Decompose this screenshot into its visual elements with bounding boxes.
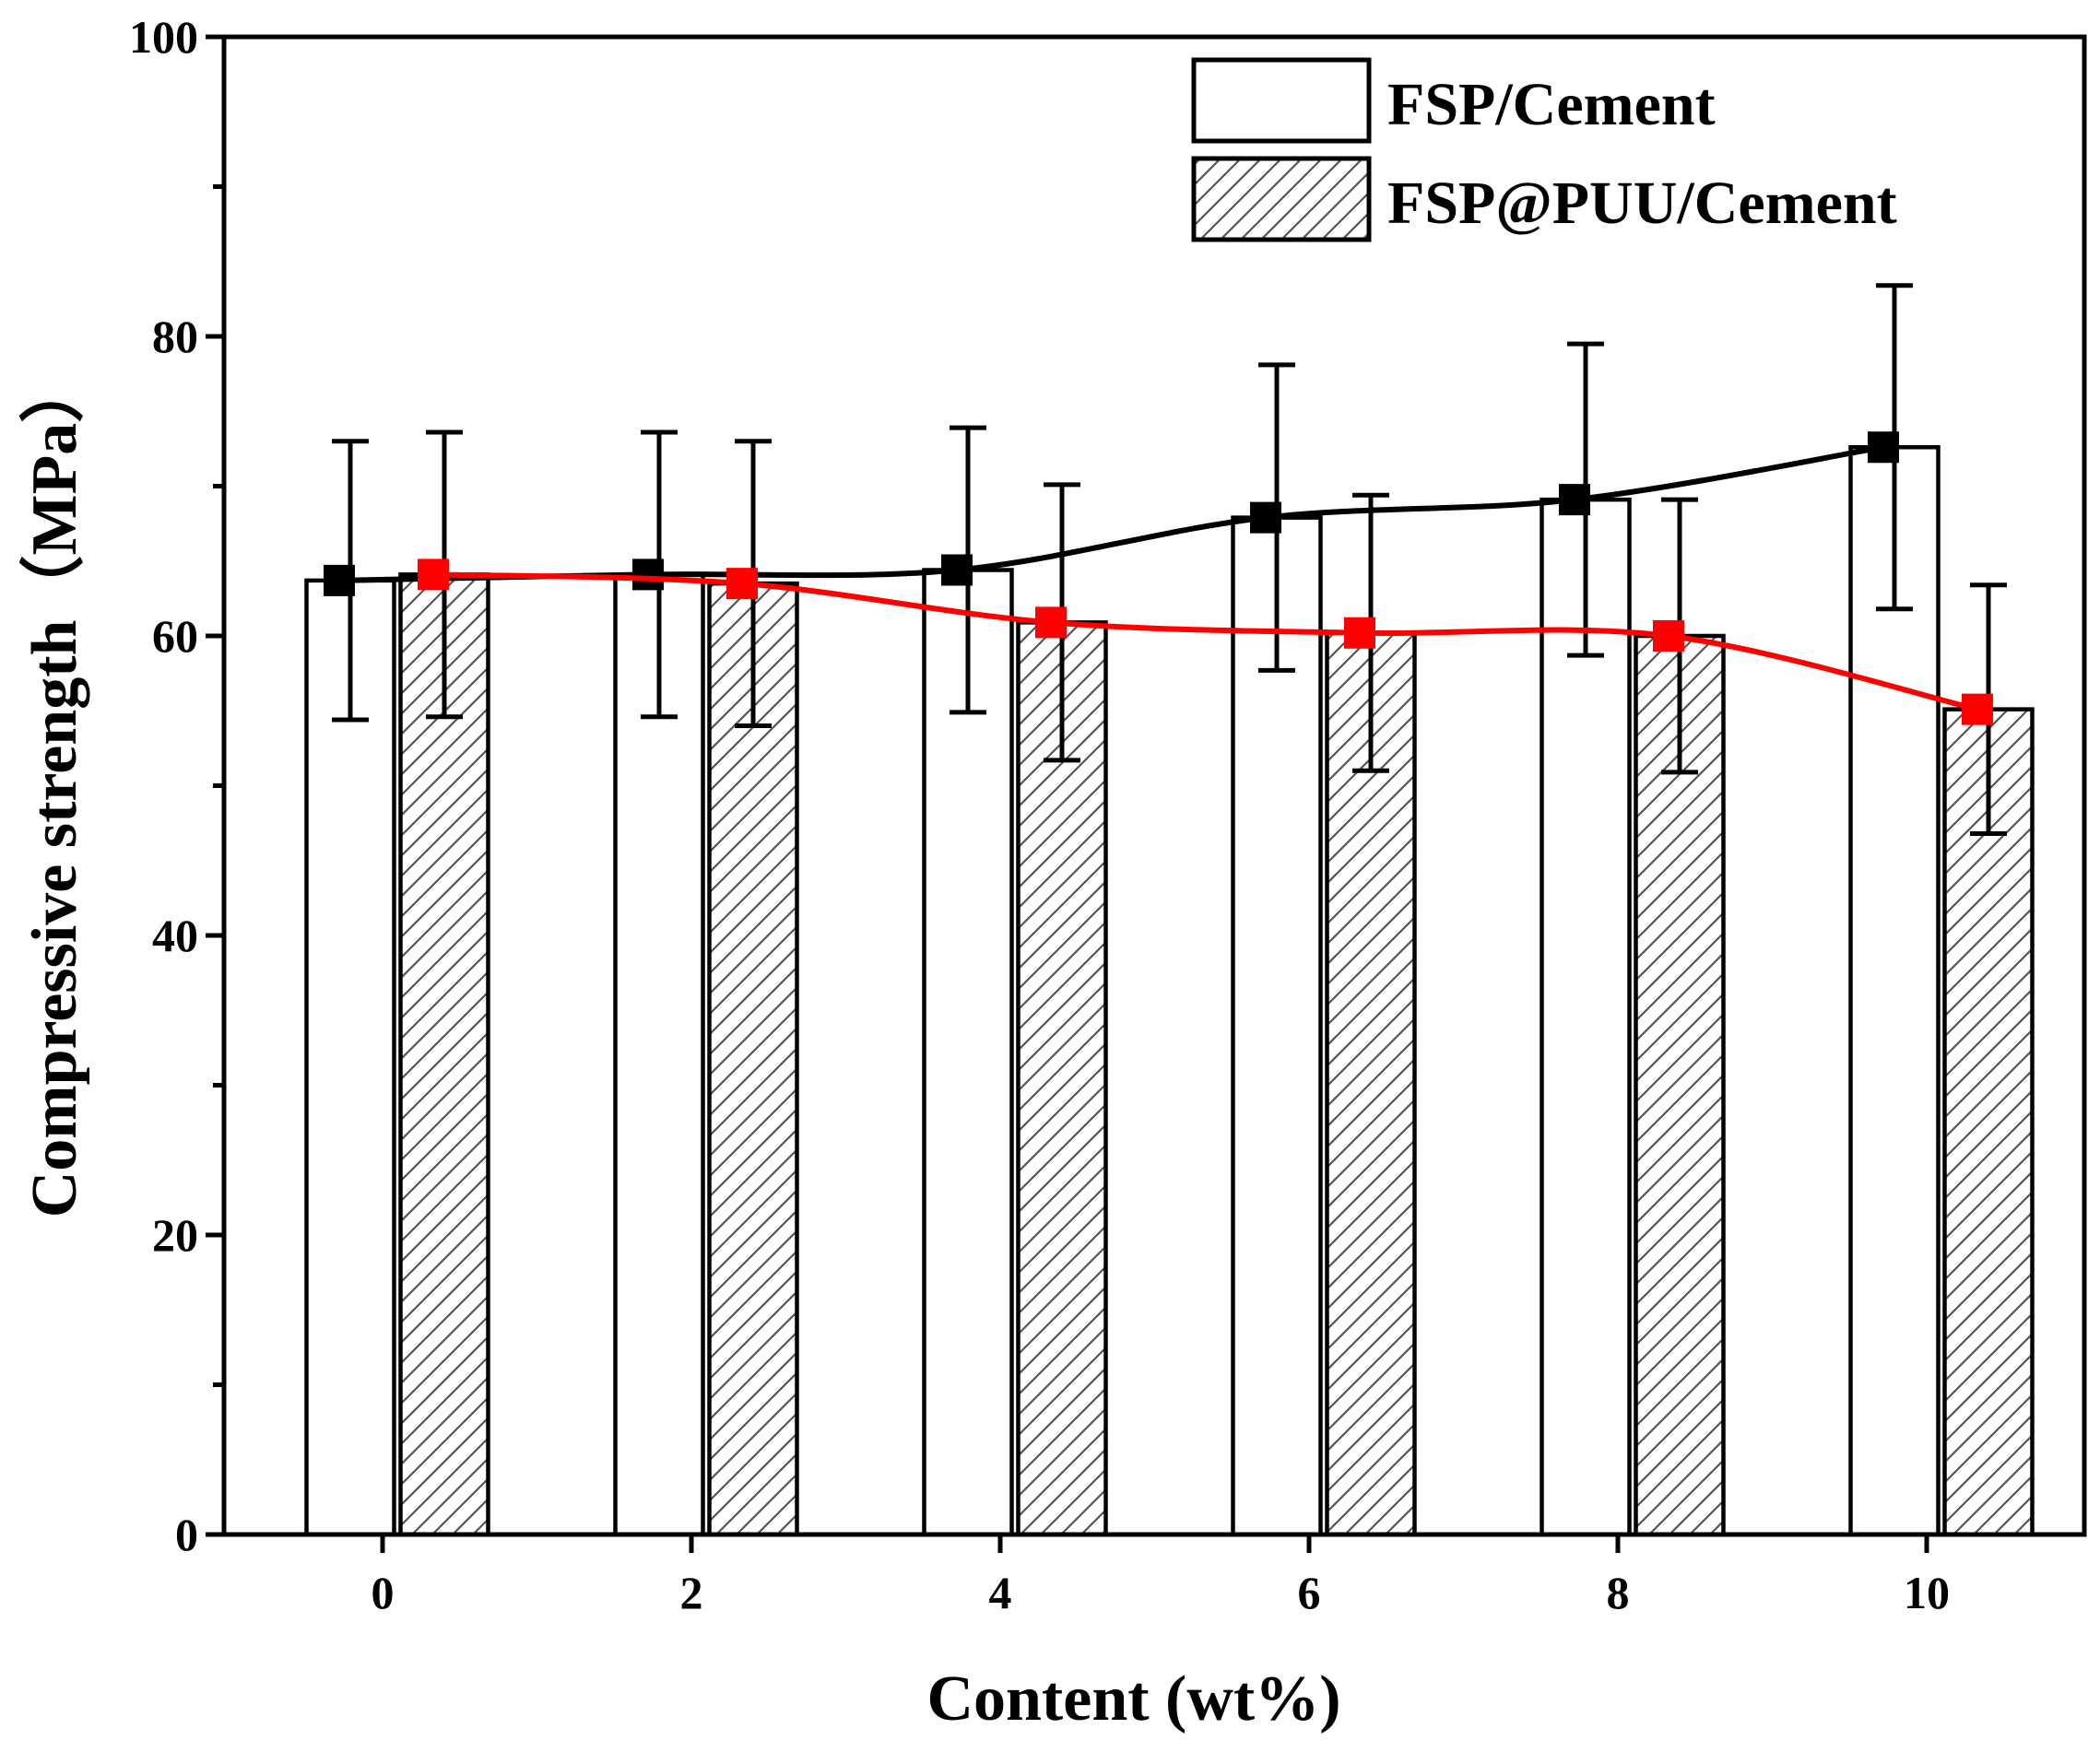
legend: FSP/Cement FSP@PUU/Cement [1191,57,1897,242]
y-axis-title: Compressive strength（MPa） [18,359,90,1218]
y-tick-label-40: 40 [152,910,198,961]
x-tick-label-6: 6 [1298,1567,1321,1618]
legend-swatch-fsp-cement [1191,57,1372,144]
x-axis: 0 2 4 6 8 10 [372,1534,1950,1618]
marker-fsp-cement-10 [1868,431,1899,464]
series-line-fsp-cement [338,444,1884,583]
marker-fsp-cement-0 [324,564,355,596]
y-tick-label-100: 100 [129,11,198,63]
y-axis: 0 20 40 60 80 100 [129,11,224,1560]
marker-fsp-puu-cement-0 [418,559,449,591]
marker-fsp-cement-8 [1559,484,1590,516]
y-tick-label-0: 0 [175,1509,198,1560]
bars-layer [304,445,2035,1537]
bar-fsp-cement-4 [922,568,1014,1537]
y-tick-label-60: 60 [152,610,198,662]
bar-fsp-puu-cement-2 [707,581,799,1537]
bar-fsp-puu-cement-10 [1942,707,2035,1537]
x-axis-title: Content (wt%) [926,1664,1340,1734]
marker-fsp-puu-cement-6 [1344,617,1375,649]
bar-fsp-cement-0 [304,578,396,1537]
legend-swatch-fsp-puu-cement [1191,156,1372,242]
legend-label-fsp-puu-cement: FSP@PUU/Cement [1387,170,1897,237]
series-line-fsp-puu-cement [432,571,1978,712]
bar-fsp-cement-10 [1848,445,1941,1537]
marker-fsp-puu-cement-8 [1653,620,1684,652]
series-lines-layer [324,431,1993,725]
bar-fsp-cement-6 [1231,515,1323,1537]
x-tick-label-2: 2 [680,1567,703,1618]
y-tick-label-80: 80 [152,311,198,362]
marker-fsp-puu-cement-2 [726,568,758,600]
marker-fsp-cement-2 [632,559,664,591]
x-tick-label-4: 4 [989,1567,1012,1618]
y-tick-label-20: 20 [152,1209,198,1261]
bar-fsp-puu-cement-6 [1325,630,1417,1537]
marker-fsp-puu-cement-4 [1035,606,1067,639]
marker-fsp-cement-6 [1250,501,1281,534]
x-tick-label-10: 10 [1904,1567,1950,1618]
error-bars-layer [332,283,2007,836]
plot-frame [221,34,2087,1537]
legend-label-fsp-cement: FSP/Cement [1387,71,1716,138]
marker-fsp-puu-cement-10 [1962,693,1993,725]
x-tick-label-8: 8 [1607,1567,1630,1618]
x-tick-label-0: 0 [372,1567,395,1618]
bar-fsp-cement-2 [613,572,705,1537]
marker-fsp-cement-4 [941,554,973,586]
